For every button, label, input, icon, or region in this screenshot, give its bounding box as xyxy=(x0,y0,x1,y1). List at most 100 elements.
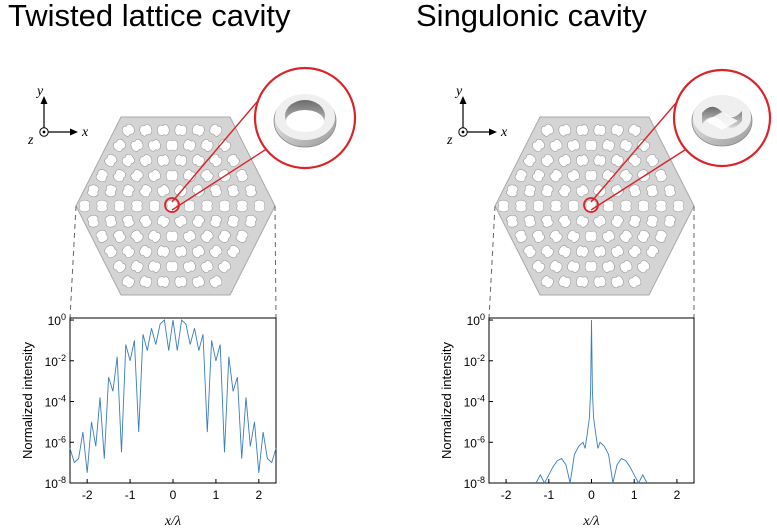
lattice-hole xyxy=(209,123,223,137)
lattice-hole xyxy=(576,245,589,258)
lattice-hole xyxy=(646,214,659,228)
lattice-hole xyxy=(584,230,598,242)
lattice-hole xyxy=(148,229,161,243)
lattice-hole xyxy=(628,275,642,289)
y-tick-label: 100 xyxy=(467,312,485,328)
lattice-hole xyxy=(218,199,231,213)
lattice-hole xyxy=(576,124,589,136)
lattice-hole xyxy=(113,138,126,152)
right-intensity-chart: 100 10-2 10-4 10-6 10-8 -2 -1 0 1 2 Normalized int… xyxy=(439,312,695,529)
x-axis-label: x xyxy=(81,125,89,140)
lattice-hole xyxy=(139,214,153,228)
lattice-hole xyxy=(610,214,624,228)
lattice-hole xyxy=(113,229,126,243)
x-axis-label-right: x xyxy=(500,125,508,140)
lattice-hole xyxy=(628,214,641,228)
lattice-hole xyxy=(130,169,144,183)
lattice-hole xyxy=(121,154,135,167)
lattice-hole xyxy=(584,139,598,151)
lattice-hole xyxy=(515,199,527,213)
lattice-hole xyxy=(139,184,153,198)
lattice-hole xyxy=(610,154,624,167)
lattice-hole xyxy=(183,229,196,243)
lattice-hole xyxy=(227,214,240,228)
lattice-hole xyxy=(200,169,214,183)
lattice-hole xyxy=(131,199,143,213)
y-tick-label: 10-2 xyxy=(45,353,66,369)
lattice-hole xyxy=(575,184,589,198)
lattice-hole xyxy=(549,139,563,152)
lattice-hole xyxy=(87,184,100,197)
lattice-hole xyxy=(183,169,196,183)
lattice-hole xyxy=(121,123,135,137)
lattice-hole xyxy=(165,139,179,151)
x-tick-label: -1 xyxy=(543,488,554,502)
lattice-hole xyxy=(637,229,650,243)
lattice-hole xyxy=(157,124,170,136)
lattice-hole xyxy=(593,154,606,167)
lattice-hole xyxy=(253,199,266,213)
lattice-hole xyxy=(576,276,589,288)
lattice-hole xyxy=(619,169,633,183)
lattice-hole xyxy=(191,154,205,167)
lattice-hole xyxy=(567,199,580,213)
lattice-hole xyxy=(156,214,170,228)
lattice-hole xyxy=(165,230,179,242)
left-coordinate-axes: y x z xyxy=(27,84,89,148)
lattice-hole xyxy=(619,260,633,273)
lattice-hole xyxy=(113,260,126,274)
lattice-hole xyxy=(139,124,153,137)
lattice-hole xyxy=(541,214,554,228)
lattice-hole xyxy=(541,184,554,198)
lattice-hole xyxy=(672,199,685,213)
lattice-hole xyxy=(201,199,213,213)
lattice-hole xyxy=(523,154,537,167)
lattice-hole xyxy=(567,229,580,243)
y-axis-title: Normalized intensity xyxy=(20,341,35,459)
lattice-hole xyxy=(646,184,659,198)
lattice-hole xyxy=(654,169,668,182)
right-hole-lattice xyxy=(497,123,685,289)
lattice-hole xyxy=(567,169,580,183)
lattice-hole xyxy=(244,215,257,228)
lattice-hole xyxy=(183,199,196,213)
lattice-hole xyxy=(166,199,178,213)
lattice-hole xyxy=(130,139,144,152)
lattice-hole xyxy=(611,275,624,288)
lattice-hole xyxy=(122,184,135,198)
x-tick-label: -1 xyxy=(125,488,136,502)
lattice-hole xyxy=(121,245,135,258)
x-tick-label: -2 xyxy=(501,488,512,502)
lattice-hole xyxy=(174,245,187,258)
left-hole-lattice xyxy=(78,123,266,289)
lattice-hole xyxy=(558,214,572,228)
lattice-hole xyxy=(593,276,606,288)
lattice-hole xyxy=(121,275,135,289)
lattice-hole xyxy=(148,199,161,213)
lattice-hole xyxy=(663,184,676,197)
lattice-hole xyxy=(558,245,572,258)
lattice-hole xyxy=(95,169,109,182)
lattice-hole xyxy=(183,260,196,273)
lattice-hole xyxy=(602,260,615,273)
lattice-hole xyxy=(540,123,554,137)
lattice-hole xyxy=(628,123,642,137)
lattice-hole xyxy=(514,230,528,243)
lattice-hole xyxy=(654,230,668,243)
lattice-hole xyxy=(645,245,659,258)
lattice-hole xyxy=(584,261,598,273)
lattice-hole xyxy=(218,260,231,274)
lattice-hole xyxy=(497,199,510,213)
lattice-hole xyxy=(200,260,214,273)
lattice-hole xyxy=(130,229,144,243)
lattice-hole xyxy=(148,139,161,152)
lattice-hole xyxy=(218,229,231,243)
lattice-hole xyxy=(209,214,222,228)
lattice-hole xyxy=(113,169,126,183)
lattice-hole xyxy=(165,170,179,182)
lattice-hole xyxy=(602,139,615,152)
lattice-hole xyxy=(514,169,528,182)
lattice-hole xyxy=(540,154,554,167)
lattice-hole xyxy=(104,245,118,258)
lattice-hole xyxy=(209,154,223,167)
